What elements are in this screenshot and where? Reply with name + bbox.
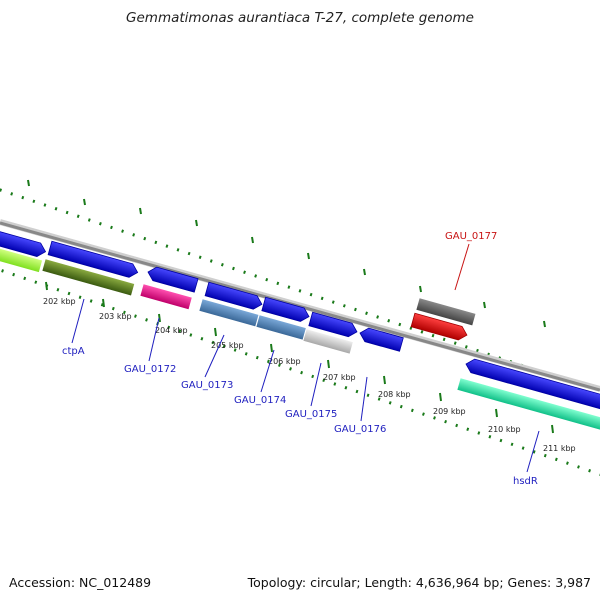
genome-summary-text: Topology: circular; Length: 4,636,964 bp… <box>247 575 591 590</box>
label-hsdR[interactable]: hsdR <box>513 476 538 487</box>
gene-GAU_0175[interactable] <box>303 329 353 354</box>
label-GAU_0177[interactable]: GAU_0177 <box>445 231 497 242</box>
gene-GAU_0177-top[interactable] <box>416 298 476 326</box>
tick-label-207: 207 kbp <box>323 373 356 382</box>
label-ctpA[interactable]: ctpA <box>62 346 85 357</box>
tick-label-202: 202 kbp <box>43 297 76 306</box>
map-title: Gemmatimonas aurantiaca T-27, complete g… <box>126 10 474 26</box>
genes-layer[interactable] <box>0 229 600 431</box>
gene-reverse-1[interactable] <box>146 265 199 293</box>
gene-leader-lines <box>71 243 540 473</box>
tick-labels: 202 kbp 203 kbp 204 kbp 205 kbp 206 kbp … <box>43 297 576 453</box>
gene-GAU_0173[interactable] <box>199 299 259 327</box>
outer-tick-ring <box>0 165 541 373</box>
tick-label-204: 204 kbp <box>155 326 188 335</box>
tick-label-210: 210 kbp <box>488 425 521 434</box>
gene-hsdR[interactable] <box>457 378 600 431</box>
inner-major-ticks <box>45 281 554 434</box>
tick-label-209: 209 kbp <box>433 407 466 416</box>
label-GAU_0175[interactable]: GAU_0175 <box>285 409 337 420</box>
gene-GAU_0172[interactable] <box>140 284 192 310</box>
label-GAU_0172[interactable]: GAU_0172 <box>124 364 176 375</box>
tick-label-206: 206 kbp <box>268 357 301 366</box>
tick-label-205: 205 kbp <box>211 341 244 350</box>
gene-GAU_0177[interactable] <box>410 312 469 342</box>
gene-ctpA[interactable] <box>42 259 135 296</box>
gene-forward-5[interactable] <box>308 311 359 338</box>
gene-forward-1[interactable] <box>0 229 47 259</box>
accession-text: Accession: NC_012489 <box>9 575 152 590</box>
gene-forward-4[interactable] <box>261 296 311 323</box>
tick-label-208: 208 kbp <box>378 390 411 399</box>
label-GAU_0173[interactable]: GAU_0173 <box>181 380 233 391</box>
gene-labels: ctpA GAU_0172 GAU_0173 GAU_0174 GAU_0175… <box>62 231 538 487</box>
gene-GAU_0176[interactable] <box>358 326 404 352</box>
gene-lime[interactable] <box>0 246 43 273</box>
tick-label-211: 211 kbp <box>543 444 576 453</box>
gene-GAU_0174[interactable] <box>256 315 306 340</box>
gene-forward-2[interactable] <box>47 240 139 279</box>
outer-major-ticks <box>27 179 546 328</box>
gene-forward-6[interactable] <box>464 357 600 410</box>
label-GAU_0176[interactable]: GAU_0176 <box>334 424 386 435</box>
gene-forward-3[interactable] <box>204 281 264 311</box>
label-GAU_0174[interactable]: GAU_0174 <box>234 395 286 406</box>
tick-label-203: 203 kbp <box>99 312 132 321</box>
